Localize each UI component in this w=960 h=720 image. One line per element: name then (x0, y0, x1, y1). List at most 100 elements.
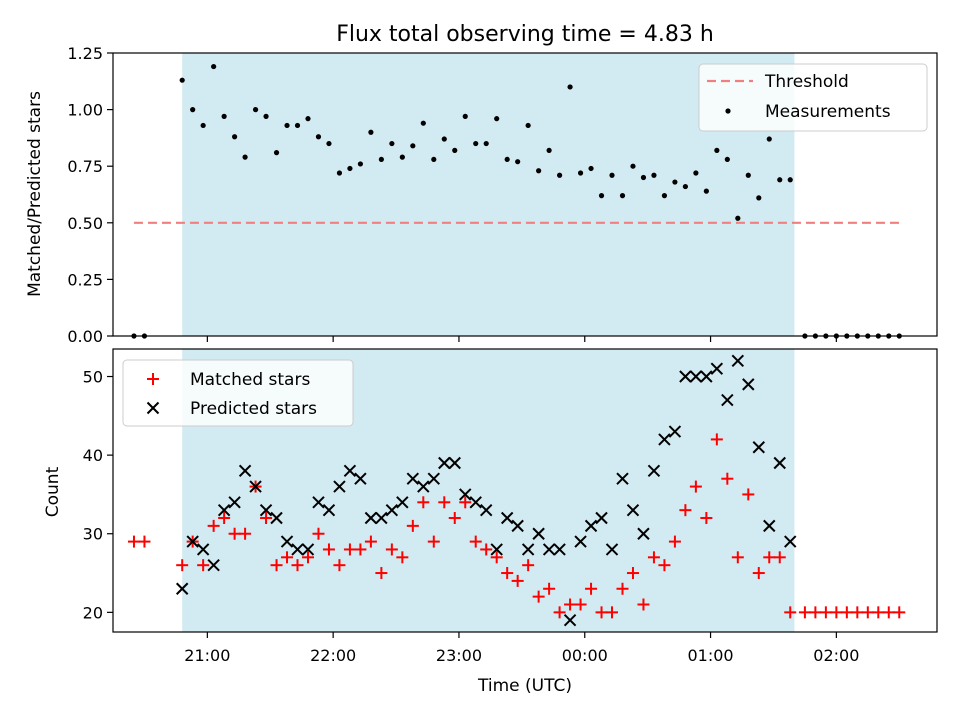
measurement-point (179, 77, 185, 83)
top-panel: 0.00 0.25 0.50 0.75 1.00 1.25 Matched/Predict… (25, 44, 938, 346)
bottom-x-tick-label: 00:00 (562, 646, 608, 665)
measurement-point (273, 150, 280, 156)
predicted-star-point (427, 472, 441, 485)
legend-measurements-label: Measurements (765, 102, 891, 122)
predicted-star-point (385, 503, 399, 517)
matched-star-point (417, 496, 430, 509)
predicted-star-point (217, 503, 231, 517)
matched-star-point (679, 504, 692, 517)
measurement-point (420, 120, 426, 126)
matched-star-point (773, 551, 786, 564)
top-legend: Threshold Measurements (698, 63, 928, 132)
matched-star-point (742, 488, 755, 501)
measurement-point (441, 136, 447, 142)
bottom-y-tick-label: 40 (83, 446, 103, 465)
matched-star-point (322, 543, 335, 556)
measurement-point (326, 140, 332, 147)
predicted-star-point (731, 354, 745, 367)
measurement-point (284, 122, 290, 129)
matched-star-point (798, 606, 811, 619)
predicted-star-point (511, 519, 524, 533)
predicted-star-point (448, 456, 461, 470)
legend-predicted-label: Predicted stars (190, 399, 317, 419)
matched-star-point (260, 512, 273, 525)
predicted-star-point (301, 543, 315, 556)
matched-star-point (469, 535, 482, 548)
measurement-point (756, 195, 762, 201)
bottom-y-tick-label: 20 (83, 603, 103, 622)
matched-star-point (861, 606, 874, 619)
measurement-point (368, 129, 374, 135)
matched-star-point (585, 582, 598, 595)
predicted-star-point (700, 370, 713, 383)
measurement-point (294, 122, 301, 129)
matched-star-point (595, 606, 608, 619)
predicted-star-point (574, 535, 587, 548)
predicted-star-point (710, 362, 724, 375)
top-y-axis: 0.00 0.25 0.50 0.75 1.00 1.25 (67, 44, 113, 346)
measurement-point (577, 170, 584, 176)
matched-star-point (176, 559, 189, 572)
matched-star-point (543, 582, 556, 595)
measurement-point (504, 156, 510, 163)
top-y-tick-label: 0.75 (67, 157, 103, 176)
matched-star-point (626, 567, 639, 580)
predicted-star-point (417, 480, 430, 493)
matched-star-point (448, 512, 461, 525)
predicted-star-point (280, 535, 294, 548)
predicted-star-point (480, 503, 493, 517)
matched-star-point (721, 472, 734, 485)
predicted-star-point (647, 464, 661, 478)
measurement-point (357, 161, 364, 167)
matched-star-point (710, 433, 723, 446)
matched-star-point (396, 551, 409, 564)
measurement-point (410, 143, 416, 149)
matched-star-point (616, 582, 629, 595)
measurement-point (431, 156, 437, 163)
bottom-x-tick-label: 22:00 (310, 646, 356, 665)
top-y-tick-label: 1.00 (67, 101, 103, 120)
top-y-tick-label: 0.25 (67, 270, 103, 289)
predicted-star-point (563, 614, 577, 627)
measurement-point (588, 165, 594, 172)
bottom-legend: Matched stars Predicted stars (122, 359, 354, 427)
measurement-point (336, 170, 343, 176)
predicted-star-point (238, 464, 252, 478)
predicted-star-point (626, 503, 640, 517)
predicted-star-point (396, 496, 409, 509)
measurement-point (232, 134, 238, 140)
matched-star-point (480, 543, 493, 556)
bottom-y-tick-label: 30 (83, 525, 103, 544)
measurement-point (672, 179, 678, 185)
matched-star-point (490, 551, 503, 564)
matched-star-point (574, 598, 587, 611)
measurement-point (221, 113, 227, 119)
matched-star-point (127, 535, 140, 548)
predicted-star-point (500, 511, 514, 525)
matched-star-point (637, 598, 650, 611)
x-axis-label: Time (UTC) (477, 676, 572, 696)
measurement-point (619, 193, 626, 199)
measurement-point (661, 193, 668, 199)
matched-star-point (364, 535, 377, 548)
matched-star-point (343, 543, 356, 556)
matched-star-point (689, 480, 702, 493)
measurement-point (190, 107, 196, 113)
matched-star-point (731, 551, 744, 564)
predicted-star-point (553, 543, 566, 556)
matched-star-point (882, 606, 895, 619)
predicted-star-point (490, 543, 503, 556)
top-x-ticks (206, 336, 837, 342)
bottom-y-label: Count (43, 466, 63, 517)
predicted-star-point (742, 378, 755, 391)
matched-star-point (840, 606, 853, 619)
legend-measurements-swatch (725, 108, 731, 114)
matched-star-point (668, 535, 681, 548)
measurement-point (452, 147, 458, 153)
measurement-point (598, 193, 605, 199)
predicted-star-point (605, 543, 619, 556)
matched-star-point (270, 559, 283, 572)
predicted-star-point (679, 370, 692, 383)
measurement-point (703, 188, 709, 194)
